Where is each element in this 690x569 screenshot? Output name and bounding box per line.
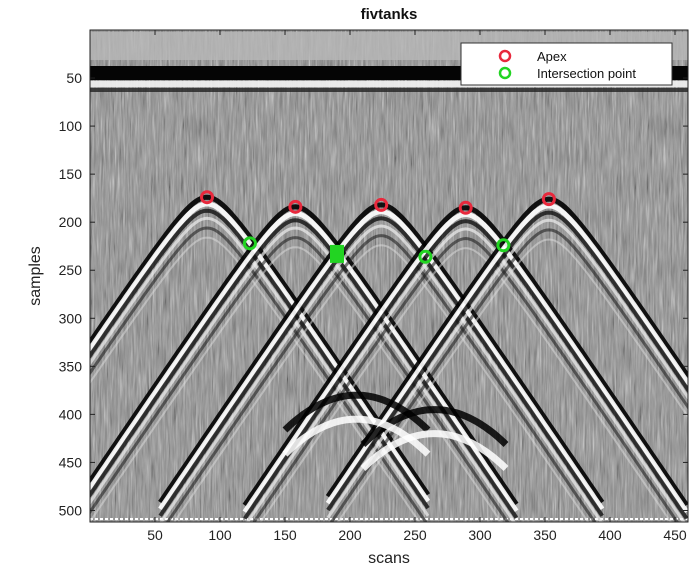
- surface-reflection-dark: [90, 88, 688, 92]
- chart-title: fivtanks: [361, 6, 418, 23]
- hyperbola-reflections: [90, 194, 688, 522]
- intersection-point: [418, 249, 433, 264]
- y-tick-label: 50: [66, 70, 82, 86]
- deep-reflector: [360, 430, 509, 472]
- hyperbola-band: [158, 216, 604, 517]
- y-tick-label: 400: [59, 406, 83, 422]
- x-axis: 50 100 150 200 250 300 350 400 450: [147, 30, 687, 543]
- deep-reflector: [282, 391, 431, 433]
- hyperbola-band: [173, 244, 590, 522]
- hyperbola-band: [159, 224, 604, 522]
- intersection-point: [496, 238, 511, 253]
- hyperbola-band: [336, 238, 688, 522]
- intersection-highlight-square: [330, 244, 344, 263]
- legend-apex-label: Apex: [537, 49, 567, 64]
- hyperbola-band: [259, 247, 672, 522]
- surface-reflection-white: [90, 81, 688, 87]
- x-tick-label: 150: [273, 527, 297, 543]
- apex-point: [200, 190, 214, 205]
- y-tick-label: 500: [59, 502, 83, 518]
- hyperbola-band: [90, 216, 430, 517]
- intersection-point: [242, 236, 257, 251]
- y-axis: 50 100 150 200 250 300 350 400 450 500: [59, 70, 688, 518]
- hyperbola-band: [245, 227, 686, 522]
- hyperbola-band: [242, 205, 688, 507]
- hyperbola-band: [165, 234, 597, 522]
- legend: Apex Intersection point: [460, 42, 673, 86]
- hyperbola-band: [90, 226, 516, 522]
- y-tick-label: 300: [59, 310, 83, 326]
- plot-area: [90, 30, 688, 522]
- plot-frame: [89, 29, 689, 523]
- x-tick-label: 100: [208, 527, 232, 543]
- x-tick-label: 350: [533, 527, 557, 543]
- y-tick-label: 450: [59, 454, 83, 470]
- hyperbola-band: [90, 236, 510, 522]
- apex-point: [458, 200, 473, 215]
- y-axis-label: samples: [27, 246, 44, 306]
- hyperbola-band: [90, 236, 421, 522]
- x-tick-label: 400: [598, 527, 622, 543]
- x-axis-label: scans: [368, 550, 410, 567]
- x-tick-label: 450: [663, 527, 687, 543]
- y-tick-label: 200: [59, 214, 83, 230]
- x-tick-label: 250: [403, 527, 427, 543]
- x-tick-label: 200: [338, 527, 362, 543]
- legend-intersection-label: Intersection point: [537, 66, 636, 81]
- y-tick-label: 250: [59, 262, 83, 278]
- apex-point: [288, 199, 303, 214]
- legend-apex-marker: [498, 49, 512, 63]
- legend-box: [460, 42, 673, 86]
- x-tick-label: 300: [468, 527, 492, 543]
- legend-intersection-marker: [498, 66, 512, 80]
- deep-reflector: [282, 415, 431, 457]
- x-tick-label: 50: [147, 527, 163, 543]
- apex-point: [374, 197, 389, 212]
- hyperbola-band: [243, 219, 688, 520]
- hyperbola-band: [90, 204, 519, 506]
- hyperbola-band: [90, 208, 430, 510]
- markers: [200, 190, 556, 264]
- y-tick-label: 150: [59, 166, 83, 182]
- y-tick-label: 100: [59, 118, 83, 134]
- apex-point: [541, 192, 556, 207]
- hyperbola-band: [158, 202, 605, 504]
- y-tick-label: 350: [59, 358, 83, 374]
- hyperbola-band: [326, 210, 688, 512]
- hyperbola-band: [325, 196, 688, 498]
